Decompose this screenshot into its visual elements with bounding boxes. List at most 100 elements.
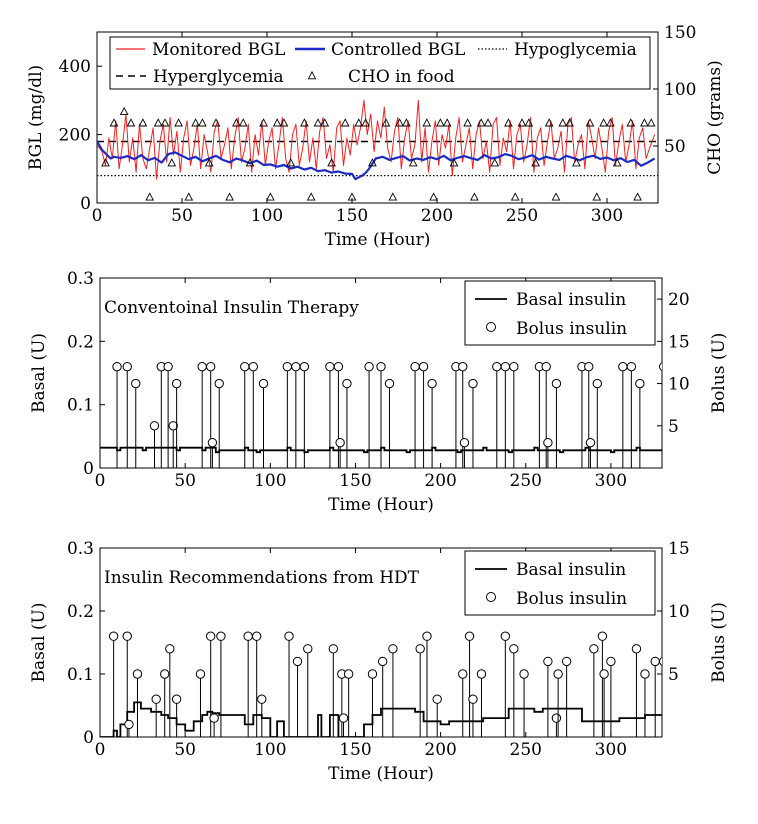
cho-marker [381,118,391,127]
bolus-marker [367,669,378,679]
bolus-marker [112,361,122,372]
bolus-marker [240,361,250,372]
bolus-marker [108,631,119,641]
y-tick-label: 0 [80,194,91,214]
bolus-marker [458,669,468,679]
cho-marker [408,158,418,167]
bolus-marker [258,378,269,389]
cho-marker [167,158,177,167]
cho-marker [211,118,221,127]
bolus-marker [589,644,599,654]
bolus-marker [165,644,175,654]
bolus-marker [500,361,511,372]
x-tick-label: 50 [174,740,196,760]
cho-marker [422,118,432,127]
cho-marker [565,118,574,127]
y-right-tick-label: 15 [668,332,690,352]
bolus-marker [599,669,609,679]
cho-marker [232,118,241,127]
cho-marker [238,118,248,127]
x-tick-label: 200 [421,206,453,226]
cho-marker [395,118,404,127]
cho-marker [313,118,323,127]
cho-marker [272,118,282,127]
legend-cho-swatch [307,71,317,80]
cho-marker [138,118,148,127]
bolus-marker [299,361,310,372]
bolus-marker [291,361,301,372]
y-right-tick-label: 50 [664,137,686,157]
y-right-tick-label: 10 [668,602,690,622]
bolus-marker [509,361,519,372]
legend-hypo-label: Hypoglycemia [514,40,637,60]
bolus-marker [606,656,616,667]
bolus-marker [303,644,313,654]
x-axis-label: Time (Hour) [325,230,431,250]
y-tick-label: 0.2 [67,332,94,352]
x-tick-label: 100 [251,206,283,226]
bolus-marker [216,631,226,641]
x-tick-label: 250 [510,471,542,491]
bolus-marker [418,361,429,372]
y-right-tick-label: 10 [668,375,690,395]
cho-marker [544,118,554,127]
bolus-marker [284,631,294,641]
bolus-marker [151,694,161,704]
bgl-plot-area [97,99,658,181]
bolus-marker [205,631,216,641]
cho-marker [470,192,479,201]
bolus-marker [131,378,141,389]
plot-frame [99,547,663,738]
bolus-marker [553,669,563,679]
bolus-marker [659,362,662,372]
y-tick-label: 400 [59,57,91,77]
cho-marker [119,106,129,116]
y-right-tick-label: 15 [668,539,690,559]
bolus-marker [585,437,596,448]
cho-marker [531,158,540,167]
cho-marker [184,192,194,201]
legend-monitored-label: Monitored BGL [152,40,285,60]
cho-marker [174,118,183,127]
bolus-marker [205,361,216,372]
bolus-marker [618,361,628,372]
bolus-marker [197,361,207,372]
cho-marker [524,118,534,127]
cho-marker [558,118,568,127]
y-tick-label: 0.1 [67,665,94,685]
bolus-marker [124,719,134,730]
bolus-marker [561,656,572,667]
x-tick-label: 300 [591,206,623,226]
x-tick-label: 150 [339,471,371,491]
bolus-marker [243,631,253,641]
cho-marker [126,118,136,127]
y-right-tick-label: 150 [664,23,696,43]
bolus-marker [492,361,502,372]
cho-marker [259,118,268,127]
cho-marker [286,158,296,167]
bolus-marker [541,361,551,372]
cho-marker [572,158,581,167]
cho-marker [599,118,608,127]
cho-marker [510,192,520,201]
bolus-marker [376,361,386,372]
bolus-marker [257,694,267,704]
bolus-marker [543,437,553,448]
panel-title: Conventoinal Insulin Therapy [104,298,359,318]
y-tick-label: 0.3 [67,269,94,289]
y-right-axis-label: Bolus (U) [709,333,729,414]
x-tick-label: 200 [424,740,456,760]
bolus-marker [149,421,160,431]
x-tick-label: 300 [595,740,627,760]
cho-marker [585,118,595,127]
bolus-marker [342,378,352,389]
bolus-marker [328,644,339,654]
bolus-marker [195,669,206,679]
y-tick-label: 200 [59,126,91,146]
bolus-marker [551,713,562,723]
x-tick-label: 300 [595,471,627,491]
y-tick-label: 0 [83,459,94,479]
bolus-marker [422,631,432,641]
bolus-marker [364,361,374,372]
cho-marker [449,158,459,167]
